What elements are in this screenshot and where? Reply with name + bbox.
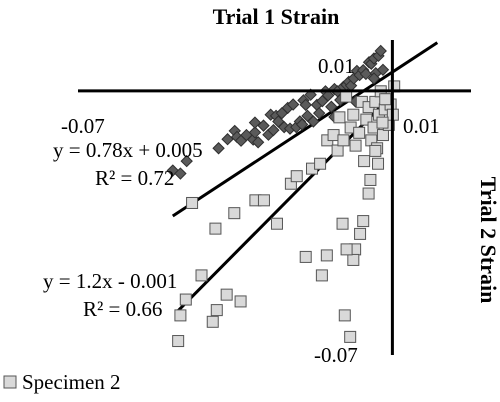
specimen-2-point-55 xyxy=(315,269,328,282)
series-1-point-53 xyxy=(374,44,387,58)
specimen-2-point-57 xyxy=(299,250,312,263)
specimen-2-point-10 xyxy=(209,222,222,235)
legend: Specimen 2 xyxy=(3,370,121,394)
specimen-2-point-14 xyxy=(270,217,283,230)
series-1-point-57 xyxy=(299,98,312,112)
specimen-2-point-30 xyxy=(358,155,371,168)
series-1-point-60 xyxy=(367,72,381,85)
specimen-2-point-13 xyxy=(257,194,270,207)
series-1-point-54 xyxy=(376,63,390,77)
y-tick-label-max: 0.01 xyxy=(318,54,355,78)
axis-layer xyxy=(78,40,471,355)
point-layer xyxy=(166,44,401,348)
specimen-2-point-52 xyxy=(347,253,360,266)
series-1-point-2 xyxy=(174,167,187,180)
specimen-2-point-4 xyxy=(195,269,208,282)
specimen-2-point-22 xyxy=(333,111,346,124)
specimen-2-point-3 xyxy=(179,293,192,306)
specimen-2-point-50 xyxy=(354,227,367,240)
series-1-point-11 xyxy=(248,126,262,139)
legend-label-specimen-2: Specimen 2 xyxy=(22,370,121,394)
specimen-2-point-47 xyxy=(376,116,389,129)
specimen-2-point-31 xyxy=(360,113,373,126)
series-1-point-47 xyxy=(359,67,373,81)
specimen-2-point-27 xyxy=(349,139,362,152)
trendline-r2-series-1: R² = 0.72 xyxy=(95,166,174,190)
legend-marker-specimen-2 xyxy=(3,375,17,389)
x-tick-label-max: 0.01 xyxy=(403,114,440,138)
series-1-point-22 xyxy=(286,98,300,111)
series-1-point-35 xyxy=(325,100,338,113)
specimen-2-point-8 xyxy=(234,295,247,308)
series-1-point-5 xyxy=(221,133,234,146)
specimen-2-point-11 xyxy=(228,207,241,220)
specimen-2-point-62 xyxy=(369,144,382,157)
specimen-2-point-6 xyxy=(210,304,223,317)
series-1-point-29 xyxy=(307,115,320,128)
specimen-2-point-61 xyxy=(364,173,377,186)
specimen-2-point-53 xyxy=(340,243,353,256)
specimen-2-point-20 xyxy=(327,129,340,142)
series-1-point-4 xyxy=(212,142,225,155)
specimen-2-point-9 xyxy=(186,196,199,209)
specimen-2-point-56 xyxy=(320,249,333,262)
specimen-2-point-26 xyxy=(347,108,360,121)
specimen-2-point-59 xyxy=(357,215,370,228)
trendline-equation-specimen-2: y = 1.2x - 0.001 xyxy=(43,269,177,293)
specimen-2-point-28 xyxy=(353,126,366,139)
specimen-2-point-49 xyxy=(362,187,375,200)
specimen-2-point-46 xyxy=(379,93,392,106)
series-1-point-3 xyxy=(180,154,193,168)
specimen-2-point-21 xyxy=(331,144,344,157)
trendline-r2-specimen-2: R² = 0.66 xyxy=(83,297,162,321)
series-1-point-56 xyxy=(267,123,280,137)
y-tick-label-min: -0.07 xyxy=(314,343,358,367)
specimen-2-point-5 xyxy=(206,315,219,328)
series-1-trendline xyxy=(171,41,439,218)
series-1-point-12 xyxy=(251,136,265,149)
series-1-point-34 xyxy=(321,89,335,102)
specimen-2-point-18 xyxy=(314,157,327,170)
series-1-point-55 xyxy=(248,116,262,129)
specimen-2-point-1 xyxy=(172,335,185,348)
specimen-2-point-7 xyxy=(220,288,233,301)
specimen-2-point-48 xyxy=(372,157,385,170)
specimen-2-point-39 xyxy=(376,129,389,142)
specimen-2-point-24 xyxy=(340,90,353,103)
y-axis-title: Trial 2 Strain xyxy=(476,177,500,304)
specimen-2-point-60 xyxy=(344,330,357,343)
specimen-2-point-2 xyxy=(174,309,187,322)
x-tick-label-min: -0.07 xyxy=(61,114,105,138)
specimen-2-point-54 xyxy=(336,217,349,230)
x-axis-title: Trial 1 Strain xyxy=(213,4,340,29)
series-1-point-25 xyxy=(295,118,309,131)
specimen-2-point-23 xyxy=(337,134,350,147)
specimen-2-point-58 xyxy=(338,309,351,322)
specimen-2-point-16 xyxy=(290,170,303,183)
series-1-point-31 xyxy=(312,106,326,120)
trendline-equation-series-1: y = 0.78x + 0.005 xyxy=(53,138,203,162)
